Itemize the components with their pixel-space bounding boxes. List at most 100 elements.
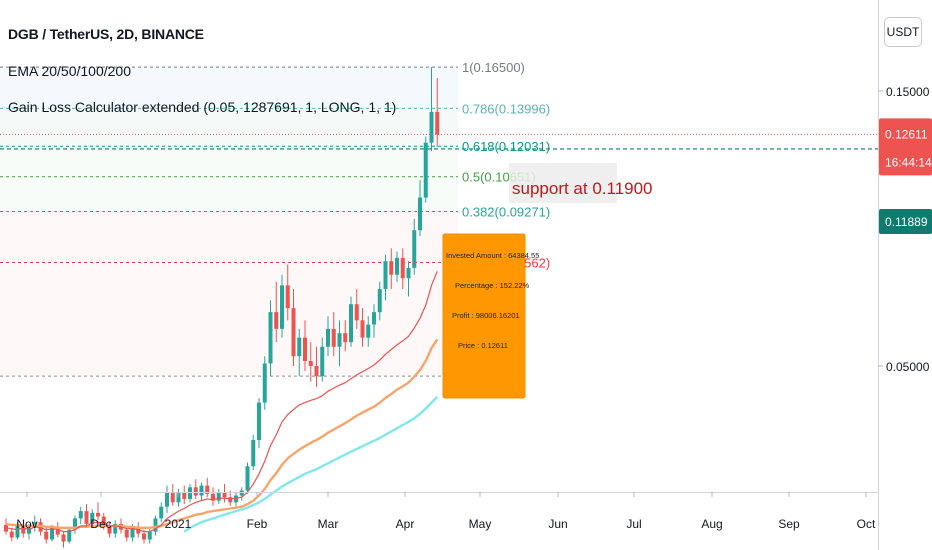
fib-band: [0, 211, 458, 263]
candle-body: [262, 363, 267, 403]
candle-body: [360, 320, 365, 338]
ema-legend: EMA 20/50/100/200: [8, 63, 131, 79]
fib-band: [0, 146, 458, 177]
x-tick-label: Mar: [318, 517, 339, 531]
candle-body: [216, 492, 221, 501]
candle-body: [366, 324, 371, 338]
candle-body: [176, 492, 181, 503]
x-tick-label: Oct: [857, 517, 876, 531]
candle-body: [101, 516, 106, 526]
candle-body: [245, 466, 250, 491]
candle-body: [205, 485, 210, 494]
candle-body: [251, 440, 256, 467]
candle-body: [130, 527, 135, 538]
candle-body: [124, 529, 129, 538]
candle-body: [395, 257, 399, 275]
candle-body: [61, 534, 66, 542]
candle-body: [78, 511, 83, 519]
candle-body: [170, 492, 175, 503]
candle-body: [412, 230, 417, 268]
gain-loss-calculator-box: Invested Amount : 64384.55 Percentage : …: [442, 233, 539, 399]
x-axis-ticks: Nov Dec 2021 Feb Mar Apr May Jun Jul Aug Sep Oct: [16, 492, 876, 531]
candle-body: [326, 328, 330, 347]
support-price-label: 0.11889: [885, 215, 928, 229]
candle-body: [343, 333, 348, 343]
ema100-line: [183, 396, 439, 533]
fib-band: [0, 176, 458, 212]
candle-body: [274, 312, 279, 329]
fib-label: 0.618(0.12031): [462, 139, 550, 154]
candle-body: [377, 289, 382, 313]
candle-body: [297, 337, 302, 357]
candle-body: [320, 346, 325, 377]
candle-body: [107, 525, 112, 534]
calc-price: Price : 0.12611: [458, 341, 508, 350]
candle-body: [389, 261, 394, 275]
candle-body: [331, 328, 336, 347]
candle-body: [50, 527, 54, 540]
candles: [4, 67, 440, 548]
candle-body: [303, 337, 307, 362]
support-price-badge: [879, 209, 932, 234]
candle-body: [349, 304, 353, 343]
candle-body: [73, 518, 77, 530]
fib-label: 0.786(0.13996): [462, 101, 550, 116]
candle-body: [228, 497, 233, 503]
candle-body: [423, 142, 428, 198]
candle-body: [383, 261, 388, 290]
fib-label: 1(0.16500): [462, 60, 525, 75]
candle-body: [435, 111, 440, 135]
candle-body: [429, 111, 434, 143]
y-tick-label: 0.05000: [886, 360, 930, 374]
candle-body: [153, 518, 158, 532]
candle-body: [314, 366, 319, 377]
candle-body: [67, 529, 72, 542]
candle-body: [182, 492, 187, 499]
x-tick-label: Feb: [247, 517, 268, 531]
x-tick-label: Jun: [548, 517, 567, 531]
candle-body: [400, 257, 405, 279]
indicator-legend: Gain Loss Calculator extended (0.05, 128…: [8, 99, 397, 115]
candle-body: [21, 525, 26, 534]
calc-profit: Profit : 98006.16201: [452, 311, 520, 320]
fib-lines: [0, 66, 458, 377]
price-badges: 0.12611 16:44:14 0.11889: [879, 118, 932, 234]
candle-body: [113, 523, 118, 534]
x-tick-label: Nov: [16, 517, 37, 531]
candle-body: [193, 487, 198, 496]
candle-body: [147, 531, 152, 540]
calc-percentage: Percentage : 152.22%: [455, 281, 530, 290]
candle-body: [90, 512, 95, 524]
fib-band: [0, 108, 458, 147]
fib-band: [0, 262, 458, 377]
candle-body: [234, 495, 238, 503]
support-label-background: [509, 163, 617, 203]
current-price-badge: [879, 118, 932, 176]
x-tick-label: Dec: [90, 517, 111, 531]
x-tick-label: May: [469, 517, 492, 531]
fib-band: [0, 67, 458, 109]
candle-body: [55, 527, 60, 535]
candle-body: [96, 512, 100, 517]
candle-body: [257, 402, 261, 441]
candle-body: [337, 333, 342, 347]
candle-body: [285, 285, 290, 309]
x-tick-label: Sep: [778, 517, 800, 531]
candle-body: [418, 197, 422, 231]
ema-lines: [5, 271, 439, 533]
candle-body: [372, 312, 376, 325]
candle-body: [268, 312, 273, 364]
candle-body: [159, 506, 164, 519]
symbol-title: DGB / TetherUS, 2D, BINANCE: [8, 26, 204, 42]
currency-button[interactable]: USDT: [884, 17, 922, 47]
y-axis-ticks: 0.15000 0.05000: [878, 85, 930, 374]
candle-body: [354, 304, 359, 321]
x-tick-label: Aug: [701, 517, 722, 531]
candle-body: [239, 490, 244, 496]
fib-label: 0.382(0.09271): [462, 204, 550, 219]
candle-body: [308, 361, 313, 366]
x-tick-label: 2021: [165, 517, 192, 531]
candle-body: [222, 492, 227, 498]
candle-body: [84, 511, 89, 524]
